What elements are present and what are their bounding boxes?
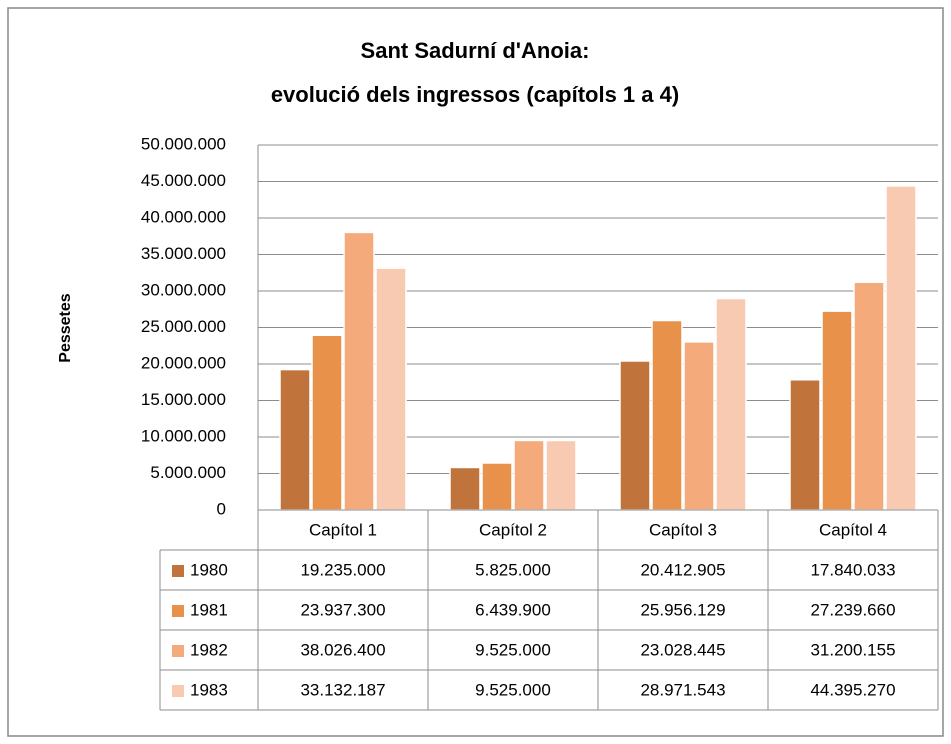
y-tick-label: 30.000.000 bbox=[141, 280, 226, 299]
legend-label: 1981 bbox=[190, 600, 228, 619]
y-tick-label: 40.000.000 bbox=[141, 207, 226, 226]
bar bbox=[279, 368, 311, 511]
table-value: 25.956.129 bbox=[640, 600, 725, 619]
table-value: 19.235.000 bbox=[300, 560, 385, 579]
y-tick-label: 20.000.000 bbox=[141, 353, 226, 372]
chart-title: Sant Sadurní d'Anoia: bbox=[361, 38, 590, 63]
y-tick-label: 15.000.000 bbox=[141, 390, 226, 409]
chart-border bbox=[7, 7, 944, 737]
table-value: 31.200.155 bbox=[810, 640, 895, 659]
y-axis-label: Pessetes bbox=[57, 293, 74, 362]
y-tick-label: 10.000.000 bbox=[141, 426, 226, 445]
bar bbox=[619, 360, 651, 511]
legend-swatch bbox=[172, 565, 184, 577]
table-value: 17.840.033 bbox=[810, 560, 895, 579]
x-tick-label: Capítol 3 bbox=[649, 520, 717, 539]
table-value: 28.971.543 bbox=[640, 680, 725, 699]
legend-label: 1980 bbox=[190, 560, 228, 579]
bar bbox=[821, 310, 853, 511]
table-value: 27.239.660 bbox=[810, 600, 895, 619]
table-value: 6.439.900 bbox=[475, 600, 551, 619]
bar bbox=[683, 341, 715, 511]
bar bbox=[885, 185, 917, 511]
bar bbox=[513, 439, 545, 511]
bar bbox=[545, 439, 577, 511]
table-value: 44.395.270 bbox=[810, 680, 895, 699]
bar bbox=[343, 231, 375, 511]
table-value: 20.412.905 bbox=[640, 560, 725, 579]
table-value: 23.937.300 bbox=[300, 600, 385, 619]
table-value: 5.825.000 bbox=[475, 560, 551, 579]
chart-title: evolució dels ingressos (capítols 1 a 4) bbox=[271, 82, 679, 107]
legend-label: 1982 bbox=[190, 640, 228, 659]
y-tick-label: 45.000.000 bbox=[141, 171, 226, 190]
x-tick-label: Capítol 1 bbox=[309, 520, 377, 539]
y-tick-label: 25.000.000 bbox=[141, 317, 226, 336]
y-tick-label: 0 bbox=[217, 499, 226, 518]
legend-label: 1983 bbox=[190, 680, 228, 699]
table-value: 23.028.445 bbox=[640, 640, 725, 659]
table-value: 9.525.000 bbox=[475, 640, 551, 659]
bar bbox=[481, 462, 513, 511]
bar bbox=[789, 379, 821, 511]
bar bbox=[375, 267, 407, 511]
x-tick-label: Capítol 4 bbox=[819, 520, 887, 539]
legend-swatch bbox=[172, 645, 184, 657]
bar bbox=[449, 466, 481, 511]
table-value: 38.026.400 bbox=[300, 640, 385, 659]
bar bbox=[715, 297, 747, 511]
y-tick-label: 5.000.000 bbox=[150, 463, 226, 482]
x-tick-label: Capítol 2 bbox=[479, 520, 547, 539]
bar bbox=[311, 334, 343, 511]
bar bbox=[651, 319, 683, 511]
table-value: 9.525.000 bbox=[475, 680, 551, 699]
y-tick-label: 50.000.000 bbox=[141, 134, 226, 153]
legend-swatch bbox=[172, 685, 184, 697]
legend-swatch bbox=[172, 605, 184, 617]
table-value: 33.132.187 bbox=[300, 680, 385, 699]
bar bbox=[853, 281, 885, 511]
y-tick-label: 35.000.000 bbox=[141, 244, 226, 263]
